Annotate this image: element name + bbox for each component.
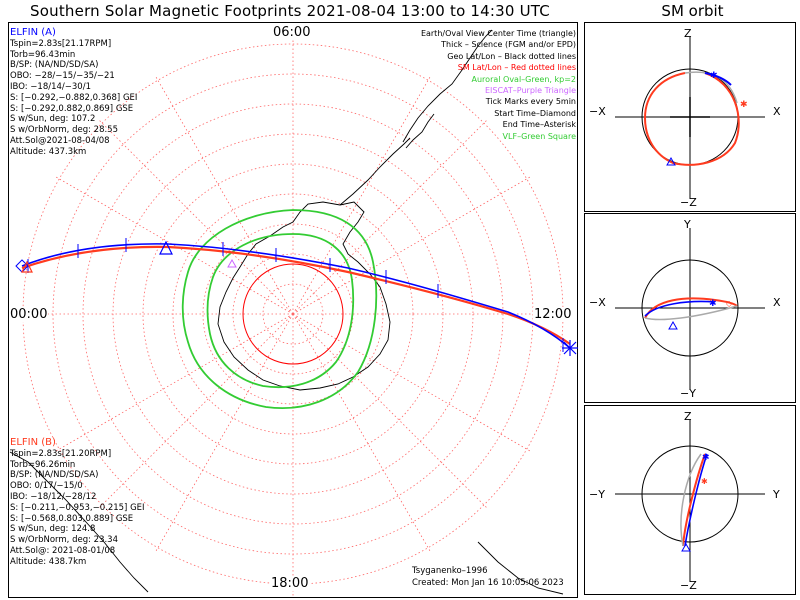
legend-entry: Tick Marks every 5min (485, 97, 576, 107)
elfin-b-track (21, 245, 571, 345)
svg-text:✱: ✱ (701, 477, 708, 486)
elfin-a-detail-line: S: [−0.292,0.882,0.869] GSE (10, 103, 134, 114)
elfin-b-detail-line: OBO: 0/17/−15/0 (10, 481, 83, 492)
antarctic-peninsula (339, 137, 411, 206)
mlt-label-right: 12:00 (533, 307, 573, 322)
svg-text:◇: ◇ (726, 299, 733, 308)
elfin-a-name: ELFIN (A) (10, 27, 56, 38)
axis-top-xz: Z (684, 27, 692, 40)
orbit-a-xz (704, 72, 732, 86)
orbit-panel-xz: ✱ ✱ Z −Z −X X (584, 22, 796, 212)
elfin-a-detail-line: OBO: −28/−15/−35/−21 (10, 71, 115, 82)
legend-entry: Thick – Science (FGM and/or EPD) (441, 40, 576, 50)
elfin-a-detail-line: S: [−0.292,−0.882,0.368] GEI (10, 92, 138, 103)
elfin-b-detail-line: S: [−0.568,0.803,0.889] GSE (10, 513, 134, 524)
axis-left-xy: −X (589, 296, 606, 309)
auroral-oval-inner (206, 233, 355, 389)
pole-circle (242, 263, 344, 365)
elfin-b-detail-line: IBO: −18/12/−28/12 (10, 491, 97, 502)
polar-footprint-map (8, 22, 578, 598)
south-america-coastline (402, 29, 493, 149)
orbit-plot-xz: ✱ ✱ Z −Z −X X (589, 27, 781, 209)
mlt-label-bottom: 18:00 (270, 576, 310, 591)
track-tick-marks (27, 238, 564, 352)
legend-entry: Geo Lat/Lon – Black dotted lines (447, 51, 576, 61)
africa-coastline (9, 451, 149, 593)
created-timestamp: Created: Mon Jan 16 10:05:06 2023 (412, 578, 564, 588)
elfin-a-info: ELFIN (A) Tspin=2.83s[21.17RPM] Torb=96.4… (10, 27, 137, 158)
legend-entry: Auroral Oval–Green, kp=2 (471, 74, 576, 84)
elfin-b-details: Tspin=2.83s[21.20RPM] Torb=96.26min B/SP: … (10, 449, 145, 568)
orbit-plot-xy: ✱ ◇ Y −Y −X X (589, 218, 781, 400)
orbit-b-yz (682, 453, 706, 547)
axis-right-xy: X (773, 296, 781, 309)
legend-entry: SM Lat/Lon – Red dotted lines (457, 63, 576, 73)
antarctica-coastline (217, 201, 391, 391)
elfin-b-name: ELFIN (B) (10, 437, 56, 448)
legend-entry: EISCAT–Purple Triangle (484, 86, 576, 96)
sm-longitude-grid (18, 32, 573, 596)
elfin-a-track (21, 243, 571, 349)
elfin-b-detail-line: Torb=96.26min (10, 459, 76, 470)
svg-text:✱: ✱ (710, 71, 718, 81)
axis-left-xz: −X (589, 105, 606, 118)
axis-bottom-yz: −Z (680, 579, 697, 592)
axis-right-xz: X (773, 105, 781, 118)
map-border (8, 22, 578, 598)
mlt-label-left: 00:00 (9, 307, 49, 322)
svg-text:✱: ✱ (709, 299, 717, 309)
elfin-a-detail-line: Altitude: 437.3km (10, 146, 87, 157)
elfin-a-detail-line: IBO: −18/14/−30/1 (10, 81, 91, 92)
orbit-panel-yz: ✱ ✱ Z −Z −Y Y (584, 405, 796, 595)
orbit-a-xy (644, 300, 716, 317)
axis-bottom-xz: −Z (680, 196, 697, 209)
map-legend: Earth/Oval View Center Time (triangle) Th… (421, 28, 576, 142)
orbit-plot-yz: ✱ ✱ Z −Z −Y Y (589, 410, 780, 592)
elfin-a-detail-line: Tspin=2.83s[21.17RPM] (10, 38, 112, 49)
view-center-triangle-b (21, 260, 33, 273)
svg-text:✱: ✱ (740, 100, 748, 110)
legend-entry: Start Time–Diamond (494, 108, 576, 118)
orbit-b-xz (643, 72, 740, 166)
elfin-b-detail-line: Altitude: 438.7km (10, 556, 87, 567)
legend-entry: End Time–Asterisk (502, 120, 576, 130)
elfin-a-details: Tspin=2.83s[21.17RPM] Torb=96.43min B/SP: … (10, 39, 137, 158)
axis-left-yz: −Y (589, 488, 605, 501)
elfin-b-detail-line: Att.Sol@: 2021-08-01/08 (10, 545, 116, 556)
axis-bottom-xy: −Y (680, 387, 696, 400)
end-asterisk-marker (562, 340, 578, 356)
elfin-b-detail-line: S: [−0.211,−0.953,−0.215] GEI (10, 502, 145, 513)
elfin-a-detail-line: S w/OrbNorm, deg: 28.55 (10, 125, 119, 136)
svg-text:✱: ✱ (702, 453, 710, 463)
orbit-panel-xy: ✱ ◇ Y −Y −X X (584, 213, 796, 403)
elfin-a-detail-line: Torb=96.43min (10, 49, 76, 60)
elfin-b-detail-line: S w/OrbNorm, deg: 23.34 (10, 535, 119, 546)
axis-right-yz: Y (772, 488, 780, 501)
axis-top-yz: Z (684, 410, 692, 423)
elfin-b-info: ELFIN (B) Tspin=2.83s[21.20RPM] Torb=96.2… (10, 437, 145, 568)
view-center-triangle-a (159, 240, 173, 255)
orbit-a-yz (684, 453, 708, 547)
elfin-b-detail-line: S w/Sun, deg: 124.8 (10, 524, 96, 535)
eiscat-triangle (227, 258, 237, 268)
model-credit: Tsyganenko–1996 (412, 566, 488, 576)
page-title: Southern Solar Magnetic Footprints 2021-… (30, 2, 550, 20)
axis-top-xy: Y (683, 218, 691, 231)
elfin-a-detail-line: B/SP: (NA/ND/SD/SA) (10, 60, 99, 71)
orbit-b-xy (644, 297, 738, 319)
mlt-label-top: 06:00 (272, 25, 312, 40)
legend-entry: Earth/Oval View Center Time (triangle) (420, 29, 576, 38)
legend-entry: VLF–Green Square (502, 131, 576, 141)
auroral-oval-outer (181, 209, 378, 409)
elfin-b-detail-line: Tspin=2.83s[21.20RPM] (10, 448, 112, 459)
elfin-a-detail-line: S w/Sun, deg: 107.2 (10, 114, 96, 125)
australia-coastline (477, 541, 564, 595)
orbit-panel-title: SM orbit (661, 2, 724, 20)
elfin-a-detail-line: Att.Sol@2021-08-04/08 (10, 135, 110, 146)
elfin-b-detail-line: B/SP: (NA/ND/SD/SA) (10, 470, 99, 481)
